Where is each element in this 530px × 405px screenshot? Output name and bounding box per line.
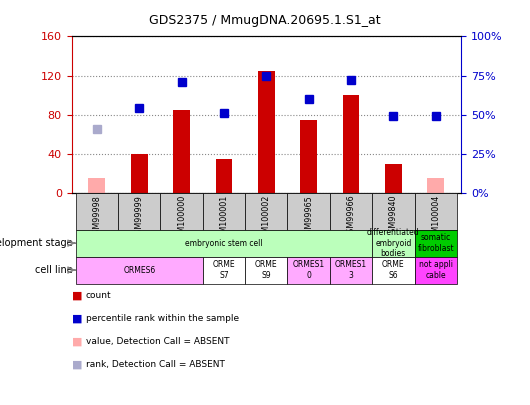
Text: differentiated
embryoid
bodies: differentiated embryoid bodies [367,228,420,258]
FancyBboxPatch shape [330,193,372,230]
Bar [342,95,359,193]
FancyBboxPatch shape [118,193,161,230]
Text: GSM99840: GSM99840 [389,195,398,238]
Text: embryonic stem cell: embryonic stem cell [185,239,263,247]
FancyBboxPatch shape [414,257,457,283]
FancyBboxPatch shape [372,230,414,257]
Text: ORMES1
0: ORMES1 0 [293,260,325,280]
Text: value, Detection Call = ABSENT: value, Detection Call = ABSENT [86,337,229,346]
FancyBboxPatch shape [76,230,372,257]
FancyBboxPatch shape [372,257,414,283]
FancyBboxPatch shape [245,257,287,283]
Text: GSM99966: GSM99966 [347,195,356,239]
FancyBboxPatch shape [372,193,414,230]
FancyBboxPatch shape [287,193,330,230]
Text: not appli
cable: not appli cable [419,260,453,280]
Text: ORME
S7: ORME S7 [213,260,235,280]
Text: ■: ■ [72,314,82,324]
Text: cell line: cell line [34,265,73,275]
Text: GSM100001: GSM100001 [219,195,228,243]
Text: ■: ■ [72,337,82,347]
Text: somatic
fibroblast: somatic fibroblast [418,233,454,253]
FancyBboxPatch shape [287,257,330,283]
Text: GDS2375 / MmugDNA.20695.1.S1_at: GDS2375 / MmugDNA.20695.1.S1_at [149,14,381,27]
FancyBboxPatch shape [330,257,372,283]
Bar [258,71,275,193]
Bar [216,159,233,193]
Text: GSM100004: GSM100004 [431,195,440,243]
Text: GSM100002: GSM100002 [262,195,271,243]
Text: GSM99998: GSM99998 [92,195,101,239]
FancyBboxPatch shape [76,257,203,283]
Text: percentile rank within the sample: percentile rank within the sample [86,314,239,323]
Bar [89,178,105,193]
FancyBboxPatch shape [161,193,203,230]
Bar [173,110,190,193]
Bar [427,178,444,193]
FancyBboxPatch shape [203,193,245,230]
Text: rank, Detection Call = ABSENT: rank, Detection Call = ABSENT [86,360,225,369]
Text: ORMES6: ORMES6 [123,266,155,275]
Bar [300,119,317,193]
Text: ORMES1
3: ORMES1 3 [335,260,367,280]
Text: ■: ■ [72,360,82,370]
Text: ORME
S6: ORME S6 [382,260,405,280]
Text: ORME
S9: ORME S9 [255,260,278,280]
Text: GSM99965: GSM99965 [304,195,313,239]
Bar [131,154,148,193]
FancyBboxPatch shape [414,230,457,257]
FancyBboxPatch shape [203,257,245,283]
Text: GSM99999: GSM99999 [135,195,144,239]
Text: development stage: development stage [0,238,73,248]
FancyBboxPatch shape [245,193,287,230]
FancyBboxPatch shape [76,193,118,230]
Bar [385,164,402,193]
Text: GSM100000: GSM100000 [177,195,186,243]
Text: ■: ■ [72,291,82,301]
FancyBboxPatch shape [414,193,457,230]
Text: count: count [86,291,111,300]
